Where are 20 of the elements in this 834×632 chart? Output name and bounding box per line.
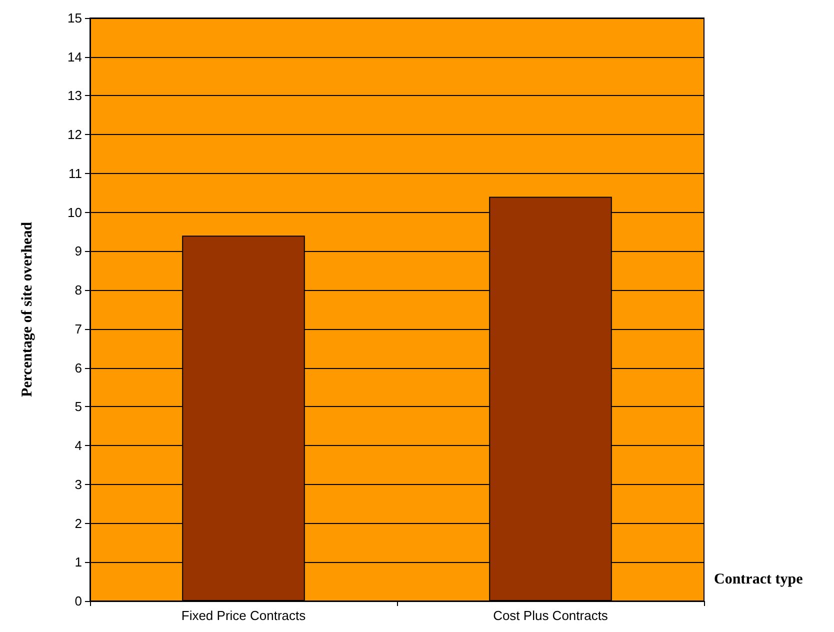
y-tick-label: 9 — [74, 244, 82, 259]
y-axis-title: Percentage of site overhead — [20, 221, 36, 398]
y-tick-label: 2 — [74, 516, 82, 531]
y-tick-label: 3 — [74, 476, 82, 492]
y-tick-label: 1 — [74, 554, 82, 570]
y-tick-label: 13 — [68, 88, 82, 104]
y-tick-label: 14 — [68, 49, 82, 64]
y-tick-label: 7 — [74, 321, 82, 336]
y-tick-label: 11 — [68, 166, 82, 181]
y-tick-label: 4 — [74, 438, 82, 454]
x-tick-label: Fixed Price Contracts — [181, 608, 306, 623]
y-tick-label: 5 — [74, 399, 82, 414]
y-tick-label: 6 — [74, 360, 82, 376]
y-tick-label: 10 — [68, 204, 82, 220]
x-tick-label: Cost Plus Contracts — [493, 608, 608, 623]
y-tick-label: 15 — [68, 10, 82, 26]
y-tick-label: 12 — [68, 127, 82, 142]
x-axis-title: Contract type — [714, 572, 804, 588]
y-tick-label: 8 — [74, 282, 82, 298]
y-tick-label: 0 — [74, 594, 82, 608]
